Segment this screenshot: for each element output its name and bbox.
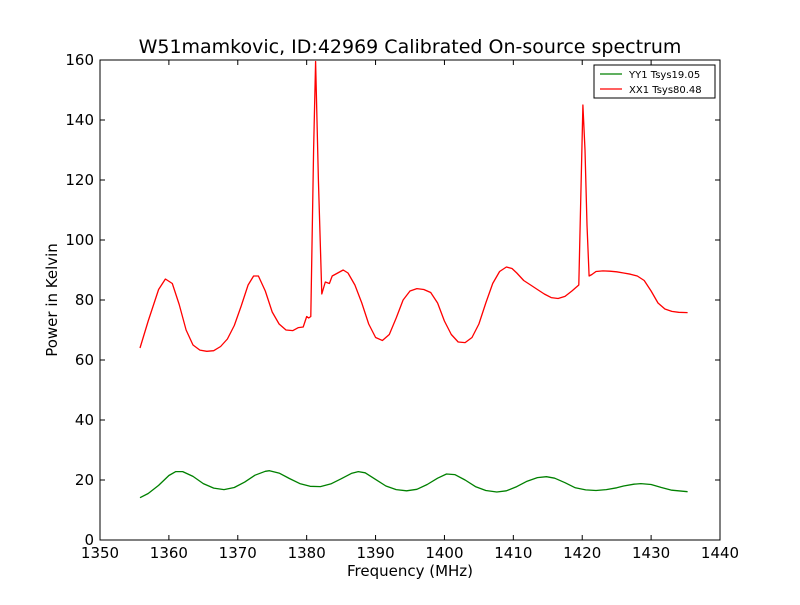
ticks-layer: 1350 1360 1370 1380 1390 1400 1410 1420 1430 1440…: [65, 51, 739, 562]
x-tick-label: 1440: [701, 544, 739, 562]
y-axis-label: Power in Kelvin: [43, 243, 61, 357]
x-tick-label: 1430: [632, 544, 670, 562]
x-tick-label: 1400: [425, 544, 463, 562]
x-axis-label: Frequency (MHz): [347, 562, 473, 580]
series-line-0: [139, 470, 688, 499]
x-tick-label: 1410: [494, 544, 532, 562]
legend: YY1 Tsys19.05 XX1 Tsys80.48: [593, 64, 716, 99]
x-tick-label: 1420: [563, 544, 601, 562]
x-tick-label: 1360: [150, 544, 188, 562]
x-tick-label: 1370: [219, 544, 257, 562]
x-tick-label: 1380: [288, 544, 326, 562]
legend-box: [593, 64, 716, 99]
y-tick-label: 140: [65, 111, 94, 129]
y-tick-label: 0: [84, 531, 94, 549]
chart-title: W51mamkovic, ID:42969 Calibrated On-sour…: [139, 36, 682, 58]
y-tick-label: 40: [75, 411, 94, 429]
x-tick-label: 1390: [356, 544, 394, 562]
y-tick-label: 80: [75, 291, 94, 309]
y-tick-label: 100: [65, 231, 94, 249]
y-tick-label: 160: [65, 51, 94, 69]
y-tick-label: 60: [75, 351, 94, 369]
legend-label: YY1 Tsys19.05: [628, 70, 700, 81]
y-tick-label: 20: [75, 471, 94, 489]
x-tick-label: 1350: [81, 544, 119, 562]
legend-label: XX1 Tsys80.48: [629, 85, 702, 96]
y-tick-label: 120: [65, 171, 94, 189]
series-line-1: [139, 60, 688, 352]
series-layer: [139, 60, 688, 499]
